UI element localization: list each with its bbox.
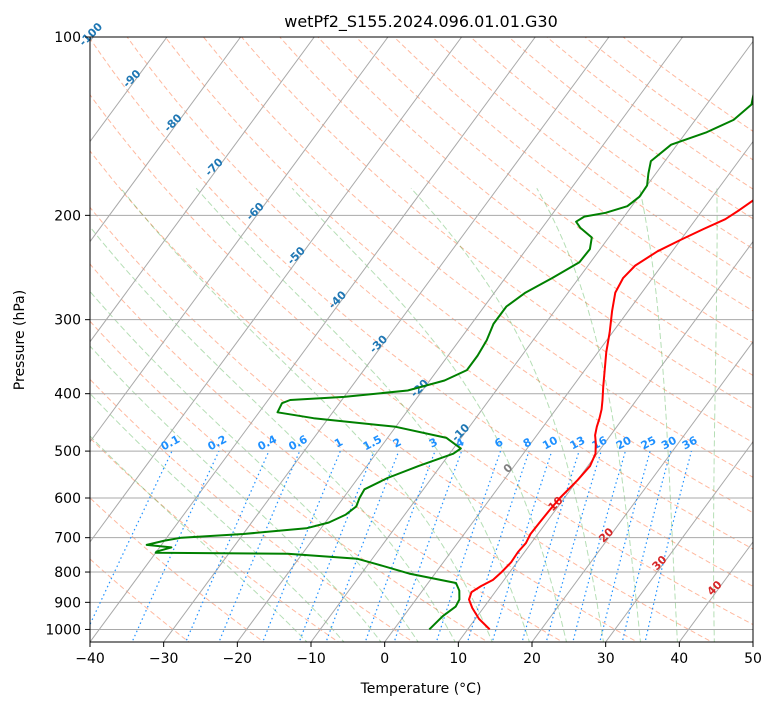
mixing-ratio-line bbox=[364, 450, 436, 642]
moist-adiabat bbox=[536, 187, 642, 642]
isotherm-line bbox=[90, 37, 168, 143]
isotherm-line bbox=[605, 440, 753, 642]
y-tick-label: 300 bbox=[54, 313, 81, 329]
dry-adiabat bbox=[317, 37, 753, 376]
isotherm-line bbox=[90, 37, 315, 343]
isotherm-line bbox=[236, 37, 684, 642]
mixing-ratio-label: 13 bbox=[568, 434, 588, 453]
moist-adiabat bbox=[195, 187, 530, 642]
x-tick-label: 0 bbox=[380, 651, 389, 667]
y-tick-label: 900 bbox=[54, 595, 81, 611]
mixing-ratio-line bbox=[572, 450, 626, 642]
y-tick-label: 400 bbox=[54, 387, 81, 403]
isotherm-line bbox=[457, 240, 753, 642]
mixing-ratio-label: 30 bbox=[659, 434, 679, 453]
x-tick-label: −10 bbox=[296, 651, 326, 667]
isotherm-line bbox=[531, 340, 753, 642]
isotherm-line bbox=[90, 37, 242, 243]
mixing-ratio-line bbox=[599, 450, 651, 642]
mixing-ratio-line bbox=[262, 450, 341, 642]
temperature-profile bbox=[468, 199, 753, 631]
isotherm-line bbox=[310, 40, 753, 642]
mixing-ratio-line bbox=[218, 450, 301, 642]
moist-adiabat bbox=[90, 345, 382, 642]
y-tick-label: 100 bbox=[54, 30, 81, 46]
dry-adiabat bbox=[126, 37, 753, 550]
dry-adiabat bbox=[90, 150, 713, 642]
mixing-ratio-line bbox=[644, 450, 692, 642]
mixing-ratio-line bbox=[298, 450, 375, 642]
x-tick-label: 30 bbox=[597, 651, 615, 667]
dry-adiabat bbox=[90, 37, 753, 587]
dry-adiabat bbox=[240, 37, 753, 444]
moist-adiabat bbox=[639, 188, 678, 642]
y-tick-label: 500 bbox=[54, 444, 81, 460]
moist-adiabat bbox=[291, 187, 568, 642]
x-tick-label: −40 bbox=[75, 651, 105, 667]
x-tick-label: −20 bbox=[223, 651, 253, 667]
dry-adiabat bbox=[90, 437, 340, 642]
y-tick-label: 800 bbox=[54, 565, 81, 581]
y-tick-label: 1000 bbox=[45, 622, 81, 638]
isotherm-line bbox=[90, 37, 463, 543]
y-tick-label: 200 bbox=[54, 208, 81, 224]
dry-adiabat bbox=[507, 37, 753, 220]
chart-title: wetPf2_S155.2024.096.01.01.G30 bbox=[284, 12, 558, 32]
mixing-ratio-line bbox=[521, 450, 580, 642]
dry-adiabat bbox=[90, 378, 414, 642]
dry-adiabat bbox=[90, 263, 564, 642]
moist-adiabat bbox=[120, 187, 493, 642]
dry-adiabat bbox=[164, 37, 753, 514]
isotherm-line bbox=[163, 37, 610, 642]
plot-frame bbox=[89, 36, 754, 643]
dry-adiabat bbox=[622, 37, 753, 132]
mixing-ratio-label: 20 bbox=[614, 434, 634, 453]
dry-adiabat bbox=[90, 93, 753, 626]
dry-adiabat bbox=[355, 37, 753, 344]
dewpoint-profile bbox=[145, 91, 753, 631]
sounding-profiles bbox=[145, 91, 753, 631]
mixing-ratio-label: 25 bbox=[639, 434, 659, 453]
mixing-ratio-label: 10 bbox=[540, 434, 560, 453]
mixing-ratio-label: 36 bbox=[680, 434, 700, 453]
mixing-ratio-line bbox=[185, 450, 270, 642]
dry-adiabat bbox=[584, 37, 753, 161]
moist-adiabat bbox=[410, 187, 605, 642]
isotherm-line bbox=[90, 37, 389, 443]
mixing-ratio-line bbox=[325, 450, 400, 642]
moist-adiabat bbox=[90, 435, 308, 642]
dry-adiabat bbox=[90, 320, 489, 642]
y-axis-title: Pressure (hPa) bbox=[12, 290, 28, 390]
y-tick-label: 600 bbox=[54, 491, 81, 507]
x-tick-label: 20 bbox=[523, 651, 541, 667]
mixing-ratio-line bbox=[621, 450, 672, 642]
moist-adiabat bbox=[90, 392, 345, 642]
mixing-ratio-line bbox=[545, 450, 602, 642]
moist-adiabat bbox=[713, 188, 718, 642]
isotherm-line bbox=[384, 140, 753, 642]
x-axis-title: Temperature (°C) bbox=[360, 681, 482, 697]
x-tick-label: 40 bbox=[670, 651, 688, 667]
x-tick-label: 50 bbox=[744, 651, 762, 667]
dry-adiabat bbox=[393, 37, 753, 312]
x-tick-label: −30 bbox=[149, 651, 179, 667]
dry-adiabat bbox=[279, 37, 753, 410]
axis-ticks: −40 −30 −20 −10 0 10 20 30 40 50 1000 900 800 700 600 5… bbox=[45, 30, 762, 667]
dry-adiabat bbox=[469, 37, 753, 250]
x-tick-label: 10 bbox=[449, 651, 467, 667]
moist-adiabat bbox=[90, 290, 419, 642]
y-tick-label: 700 bbox=[54, 531, 81, 547]
mixing-ratio-line bbox=[131, 450, 220, 642]
